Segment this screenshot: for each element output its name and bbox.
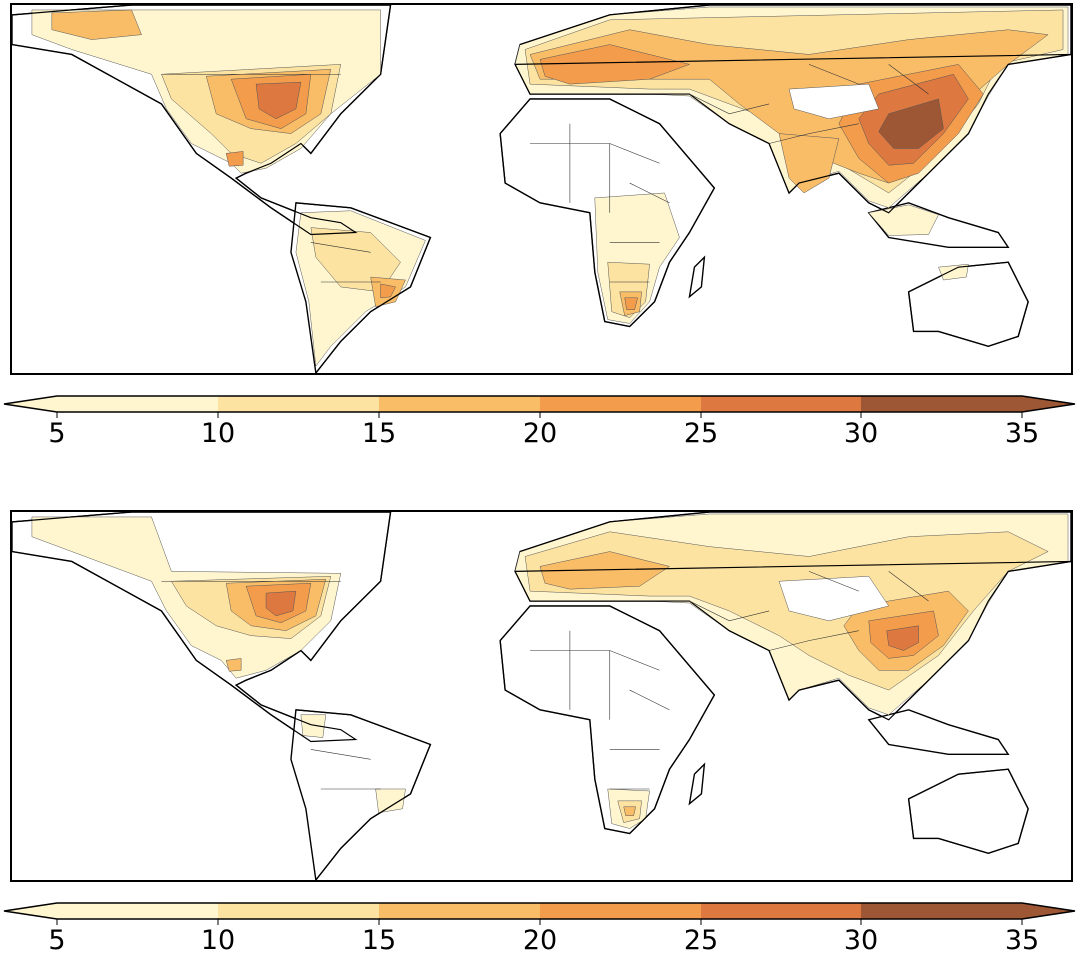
eurasia-coast bbox=[514, 5, 1071, 214]
tick-label: 5 bbox=[48, 418, 65, 449]
na-mexico-spot bbox=[225, 658, 242, 672]
extend-low-triangle bbox=[4, 396, 57, 412]
extend-low-triangle bbox=[4, 903, 57, 919]
africa-borders bbox=[530, 630, 670, 790]
tick-label: 35 bbox=[1005, 418, 1039, 449]
tick-label: 20 bbox=[523, 925, 557, 956]
ea-china-25-30 bbox=[886, 625, 919, 651]
australia-land bbox=[907, 261, 1029, 348]
bin-5-10 bbox=[57, 396, 218, 412]
tick-label: 25 bbox=[684, 925, 718, 956]
sa-contour-20-25 bbox=[380, 283, 396, 299]
bin-5-10 bbox=[57, 903, 218, 919]
bin-10-15 bbox=[218, 903, 379, 919]
shading-north-america bbox=[31, 9, 381, 174]
shading-eurasia bbox=[514, 6, 1069, 209]
tick-label: 30 bbox=[844, 925, 878, 956]
na-north-band bbox=[51, 9, 142, 40]
tick-label: 35 bbox=[1005, 925, 1039, 956]
shading-north-america bbox=[31, 516, 342, 679]
ea-contour-15-20 bbox=[539, 551, 671, 590]
africa-coast bbox=[499, 98, 716, 328]
tick-label: 15 bbox=[362, 925, 396, 956]
south-america-coast bbox=[295, 709, 432, 880]
sa-spot-2 bbox=[375, 788, 406, 814]
bin-25-30 bbox=[701, 396, 861, 412]
colorbar-ticks bbox=[56, 919, 1023, 925]
na-contour-25-30 bbox=[265, 590, 297, 617]
shading-south-america bbox=[300, 714, 406, 814]
af-contour-20-25 bbox=[624, 297, 638, 310]
bin-20-25 bbox=[540, 396, 701, 412]
americas-borders bbox=[161, 580, 381, 790]
ea-india-15-20 bbox=[778, 133, 840, 194]
australia-coast bbox=[907, 768, 1029, 854]
africa-land bbox=[499, 605, 716, 835]
world-map-bottom bbox=[12, 512, 1071, 880]
extend-high-triangle bbox=[1022, 396, 1075, 412]
ea-contour-20-25 bbox=[539, 44, 691, 85]
bin-10-15 bbox=[218, 396, 379, 412]
tick-label: 20 bbox=[523, 418, 557, 449]
bin-15-20 bbox=[379, 396, 540, 412]
na-mexico-spot bbox=[225, 151, 244, 167]
sea-islands-5-10 bbox=[868, 204, 939, 236]
americas-borders bbox=[161, 73, 381, 283]
world-map-top bbox=[12, 5, 1071, 373]
bin-30-35 bbox=[861, 396, 1022, 412]
ea-china-30-35 bbox=[878, 98, 944, 149]
asia-borders bbox=[689, 571, 929, 651]
map-panel-top bbox=[10, 3, 1073, 375]
bin-20-25 bbox=[540, 903, 701, 919]
bin-30-35 bbox=[861, 903, 1022, 919]
ea-central-blank bbox=[788, 83, 880, 120]
bin-25-30 bbox=[701, 903, 861, 919]
tick-label: 15 bbox=[362, 418, 396, 449]
eurasia-coast bbox=[514, 512, 1071, 721]
colorbar-top: 5 10 15 20 25 30 35 bbox=[0, 390, 1080, 450]
australia-coast bbox=[907, 261, 1029, 347]
coastlines bbox=[12, 5, 1071, 373]
north-america-coast bbox=[12, 512, 392, 743]
shading-africa bbox=[594, 192, 680, 324]
africa-borders bbox=[530, 123, 670, 283]
tick-label: 30 bbox=[844, 418, 878, 449]
southeast-asia-islands bbox=[867, 709, 1010, 756]
asia-borders bbox=[689, 64, 929, 144]
madagascar-land bbox=[688, 762, 706, 806]
colorbar-bottom: 5 10 15 20 25 30 35 bbox=[0, 897, 1080, 957]
tick-label: 10 bbox=[201, 925, 235, 956]
sa-spot-1 bbox=[300, 714, 327, 738]
na-contour-25-30 bbox=[255, 81, 302, 120]
madagascar-land bbox=[688, 255, 706, 299]
ea-central-blank bbox=[778, 576, 890, 622]
australia-land bbox=[907, 768, 1029, 855]
shading-africa bbox=[607, 788, 650, 829]
shading-south-america bbox=[295, 210, 426, 367]
borders bbox=[161, 571, 929, 790]
map-panel-bottom bbox=[10, 510, 1073, 882]
borders bbox=[161, 64, 929, 283]
extend-high-triangle bbox=[1022, 903, 1075, 919]
tick-label: 5 bbox=[48, 925, 65, 956]
af-contour-15-20 bbox=[623, 806, 636, 816]
africa-coast bbox=[499, 605, 716, 835]
shading-islands bbox=[868, 204, 969, 281]
coastlines bbox=[12, 512, 1071, 880]
north-america-coast bbox=[12, 5, 392, 236]
bin-15-20 bbox=[379, 903, 540, 919]
south-america-coast bbox=[295, 202, 432, 373]
colorbar-bottom-svg: 5 10 15 20 25 30 35 bbox=[3, 902, 1076, 956]
tick-label: 10 bbox=[201, 418, 235, 449]
colorbar-ticks bbox=[56, 412, 1023, 418]
colorbar-top-svg: 5 10 15 20 25 30 35 bbox=[3, 395, 1076, 449]
tick-label: 25 bbox=[684, 418, 718, 449]
